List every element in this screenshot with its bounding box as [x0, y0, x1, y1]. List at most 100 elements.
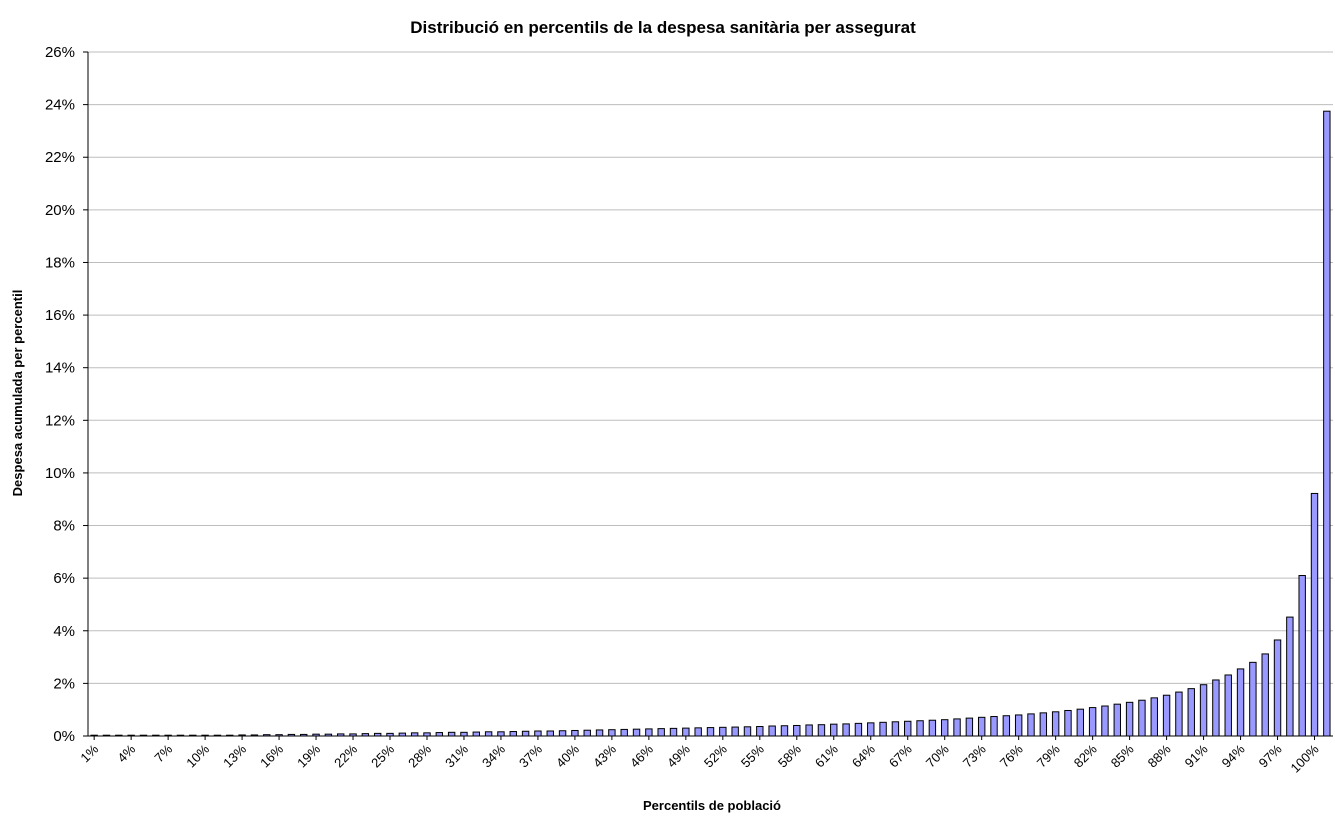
- bar: [571, 729, 579, 737]
- bar: [447, 731, 456, 737]
- bar: [830, 723, 838, 737]
- bar: [546, 730, 554, 737]
- x-tick-label: 73%: [960, 741, 989, 770]
- bar: [793, 724, 801, 737]
- y-tick-label: 22%: [45, 149, 75, 166]
- bar: [1199, 684, 1208, 737]
- x-tick-label: 7%: [151, 741, 175, 765]
- x-tick-label: 46%: [627, 741, 656, 770]
- bar: [472, 731, 480, 737]
- bar: [657, 728, 665, 737]
- y-tick-label: 0%: [53, 728, 75, 745]
- x-tick-label: 97%: [1256, 741, 1285, 770]
- y-tick-label: 2%: [53, 675, 75, 692]
- x-tick-label: 76%: [997, 741, 1026, 770]
- x-tick-label: 94%: [1219, 741, 1248, 770]
- bar: [608, 729, 616, 737]
- bar: [867, 722, 875, 737]
- x-tick-label: 91%: [1182, 741, 1211, 770]
- bar: [1051, 711, 1060, 737]
- y-tick-label: 26%: [45, 44, 75, 61]
- bar: [1261, 653, 1269, 737]
- bar: [1039, 712, 1048, 737]
- bar: [558, 730, 567, 737]
- bar: [509, 731, 517, 737]
- x-tick-label: 19%: [294, 741, 323, 770]
- x-tick-label: 88%: [1145, 741, 1174, 770]
- y-tick-label: 6%: [53, 570, 75, 587]
- x-axis-title: Percentils de població: [643, 798, 781, 813]
- bar: [1138, 699, 1146, 737]
- bar: [904, 720, 912, 737]
- bar: [817, 724, 826, 737]
- y-axis-title: Despesa acumulada per percentil: [10, 290, 25, 497]
- x-tick-label: 31%: [442, 741, 471, 770]
- y-tick-label: 24%: [45, 97, 75, 114]
- bar: [1323, 110, 1331, 737]
- bar: [460, 731, 468, 737]
- bar: [497, 731, 505, 737]
- bar: [1125, 701, 1134, 737]
- bar: [534, 730, 542, 737]
- bar: [1088, 707, 1097, 737]
- bar: [1150, 697, 1158, 737]
- bar: [842, 723, 850, 737]
- bar: [1224, 674, 1232, 737]
- x-tick-label: 43%: [590, 741, 619, 770]
- bar: [805, 724, 813, 737]
- x-tick-label: 25%: [368, 741, 397, 770]
- axes: [87, 52, 1333, 740]
- bar: [916, 720, 924, 737]
- x-tick-label: 67%: [886, 741, 915, 770]
- bar: [1014, 714, 1023, 737]
- x-tick-label: 49%: [664, 741, 693, 770]
- bar: [879, 721, 887, 737]
- y-tick-label: 18%: [45, 254, 75, 271]
- x-tick-label: 79%: [1034, 741, 1063, 770]
- x-tick-label: 82%: [1071, 741, 1100, 770]
- bar: [632, 728, 641, 737]
- bar: [1101, 705, 1109, 737]
- bar: [682, 727, 690, 737]
- x-tick-label: 70%: [923, 741, 952, 770]
- x-tick-label: 28%: [405, 741, 434, 770]
- bar: [731, 726, 739, 737]
- x-tick-label: 1%: [77, 741, 101, 765]
- y-tick-label: 14%: [45, 360, 75, 377]
- x-tick-label: 52%: [701, 741, 730, 770]
- bar: [521, 730, 530, 737]
- x-tick-label: 10%: [183, 741, 212, 770]
- bar: [484, 731, 493, 737]
- x-tick-labels: 1% 4% 7% 10% 13% 16% 19% 22% 25% 28% 31% 34% 37% 40% 4…: [77, 741, 1322, 775]
- bars: [90, 110, 1331, 737]
- bar: [1187, 688, 1195, 737]
- x-tick-label: 85%: [1108, 741, 1137, 770]
- bar: [768, 725, 776, 737]
- gridlines: [83, 51, 1333, 737]
- bar: [645, 728, 653, 737]
- y-tick-label: 12%: [45, 412, 75, 429]
- bar: [1076, 708, 1085, 737]
- bar: [953, 718, 961, 737]
- bar: [1002, 715, 1011, 737]
- bar: [595, 729, 604, 737]
- x-tick-label: 61%: [812, 741, 841, 770]
- y-tick-label: 8%: [53, 518, 75, 535]
- bar: [1236, 668, 1245, 737]
- bar: [706, 727, 715, 737]
- y-tick-label: 16%: [45, 307, 75, 324]
- bar: [1113, 703, 1121, 737]
- bar: [965, 717, 974, 737]
- bar: [1286, 616, 1294, 737]
- bar: [620, 728, 628, 737]
- bar: [1064, 709, 1072, 737]
- bar: [990, 716, 998, 737]
- bar: [756, 726, 764, 737]
- bar: [583, 729, 591, 737]
- y-tick-label: 20%: [45, 202, 75, 219]
- x-tick-label: 4%: [114, 741, 138, 765]
- bar: [669, 727, 678, 737]
- bar: [891, 721, 900, 737]
- x-tick-label: 16%: [257, 741, 286, 770]
